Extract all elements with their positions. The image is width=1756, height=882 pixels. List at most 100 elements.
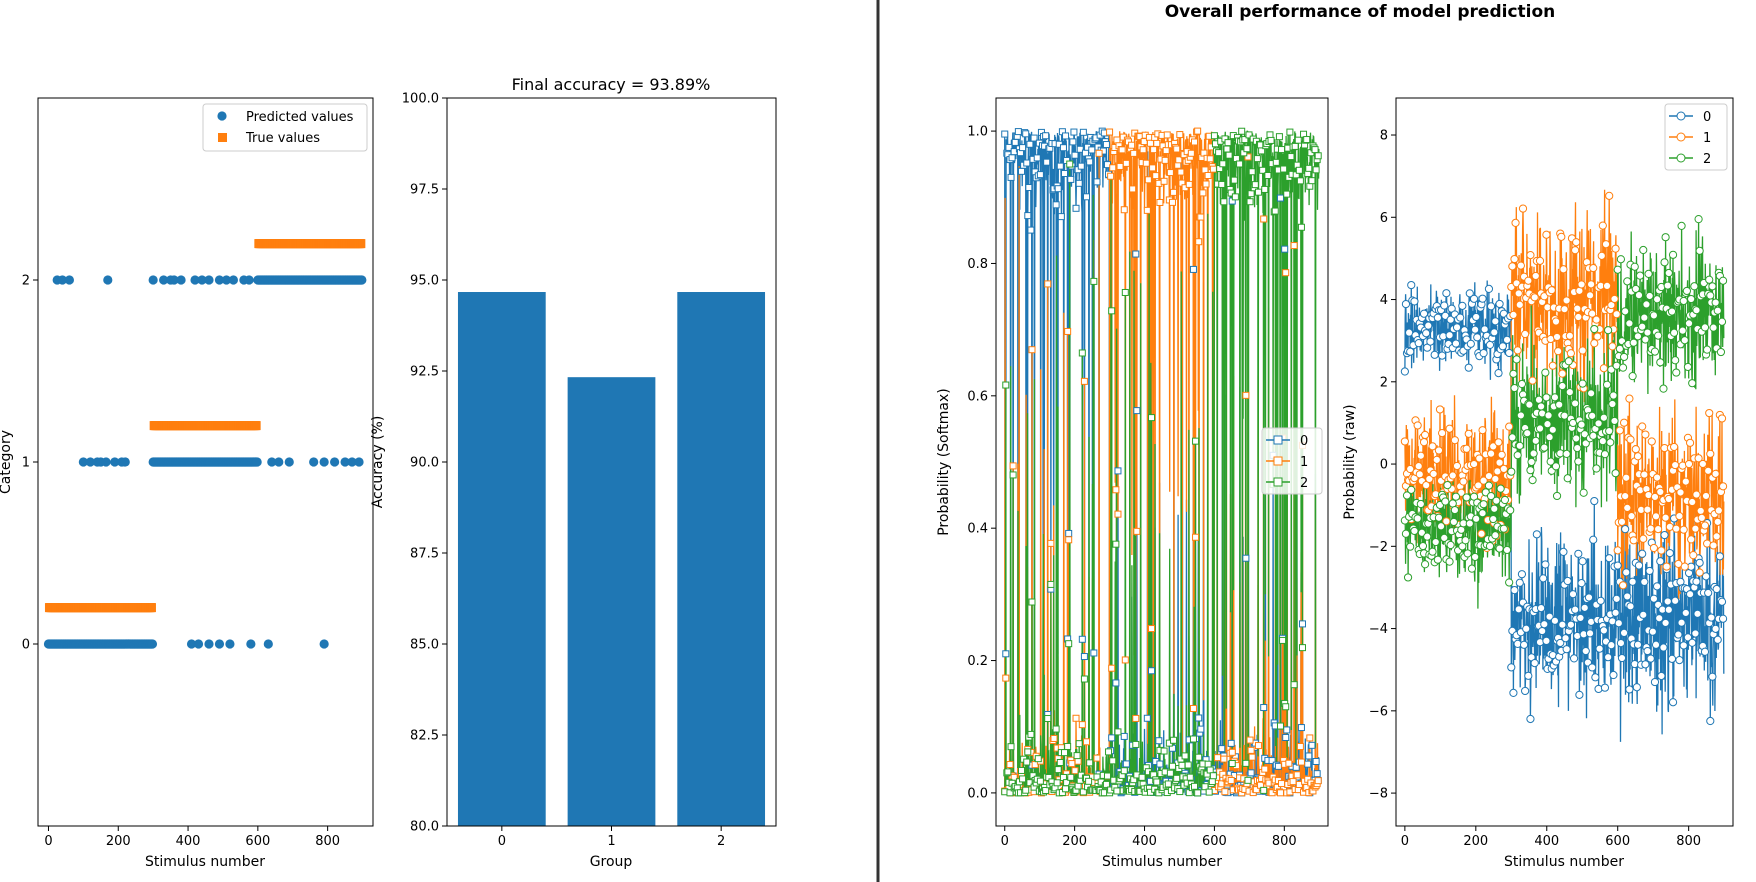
softmax-point-1 [1175,156,1183,164]
raw-point-2 [1565,388,1574,397]
raw-point-0 [1701,572,1711,581]
y-tick-label: 0 [22,638,30,653]
legend-label-predicted: Predicted values [246,110,354,125]
raw-point-2 [1615,344,1624,353]
legend-marker-1 [1273,456,1283,466]
softmax-point-0 [1005,143,1013,151]
x-tick-label: 2 [717,834,725,849]
raw-point-1 [1676,488,1685,497]
raw-point-2 [1495,544,1504,553]
raw-point-1 [1698,459,1707,469]
softmax-point-2 [1024,748,1032,756]
x-tick-label: 200 [1463,834,1488,849]
predicted-value-point [110,457,120,467]
y-tick-label: 92.5 [410,365,439,380]
raw-point-2 [1706,291,1715,300]
raw-point-2 [1500,495,1510,505]
predicted-value-point [252,457,262,467]
y-tick-label: −2 [1369,540,1388,555]
raw-point-0 [1614,619,1623,628]
softmax-point-2 [1228,760,1236,768]
predicted-value-point [244,275,254,285]
raw-point-2 [1577,420,1586,429]
softmax-point-1 [1006,761,1014,769]
raw-point-1 [1515,300,1524,309]
softmax-point-2 [1312,166,1320,174]
softmax-point-2 [1184,761,1192,769]
softmax-point-0 [1242,554,1250,562]
softmax-point-1 [1228,748,1236,756]
softmax-point-1 [1261,765,1269,773]
y-tick-label: 2 [1380,375,1388,390]
y-axis-label: Probability (raw) [1342,404,1358,519]
raw-point-2 [1579,488,1588,497]
softmax-point-0 [1042,132,1050,140]
softmax-point-2 [1264,172,1272,180]
predicted-value-point [176,275,186,285]
softmax-point-1 [1260,215,1268,223]
raw-point-2 [1684,319,1694,328]
softmax-point-1 [1166,169,1174,177]
raw-point-0 [1641,660,1650,669]
y-tick-label: 1 [22,456,30,471]
raw-point-0 [1502,335,1512,344]
raw-point-0 [1634,561,1644,570]
raw-point-2 [1594,419,1603,428]
raw-point-1 [1705,408,1714,418]
softmax-point-2 [1066,160,1074,168]
x-tick-label: 600 [1605,834,1630,849]
raw-point-2 [1644,269,1653,278]
raw-point-2 [1613,265,1622,274]
softmax-point-1 [1185,180,1193,188]
softmax-point-2 [1063,779,1071,787]
softmax-point-1 [1293,771,1301,779]
raw-point-1 [1551,317,1561,326]
raw-point-1 [1633,452,1643,461]
softmax-point-0 [1036,171,1044,179]
softmax-point-1 [1177,168,1185,176]
raw-point-0 [1478,294,1487,303]
softmax-point-0 [1023,159,1031,167]
raw-point-2 [1618,363,1628,372]
softmax-point-0 [1148,667,1156,675]
raw-point-2 [1560,411,1569,420]
softmax-point-2 [1164,780,1172,788]
raw-point-0 [1717,597,1727,606]
raw-point-2 [1708,282,1717,291]
predicted-value-point [225,639,235,649]
softmax-point-1 [1156,198,1164,206]
softmax-point-2 [1173,774,1181,782]
raw-point-0 [1471,325,1480,334]
softmax-point-0 [1281,245,1289,253]
raw-point-2 [1600,450,1610,459]
raw-point-1 [1709,541,1718,550]
raw-point-0 [1569,654,1579,663]
softmax-point-1 [1289,778,1297,786]
softmax-point-2 [1078,349,1086,357]
softmax-point-1 [1112,486,1120,494]
y-tick-label: 95.0 [410,274,439,289]
softmax-point-1 [1116,162,1124,170]
softmax-point-0 [1108,734,1116,742]
raw-point-2 [1536,402,1546,411]
y-tick-label: 80.0 [410,820,439,835]
raw-point-1 [1687,535,1696,544]
softmax-point-1 [1242,391,1250,399]
softmax-point-0 [1112,679,1120,687]
raw-point-1 [1611,244,1620,253]
raw-point-0 [1406,347,1415,356]
raw-point-0 [1558,620,1567,629]
raw-point-0 [1542,636,1551,645]
softmax-point-1 [1285,759,1293,767]
raw-point-0 [1667,654,1677,663]
softmax-point-2 [1194,789,1202,797]
raw-point-2 [1527,457,1536,467]
raw-point-1 [1671,460,1680,470]
softmax-point-2 [1086,759,1094,767]
softmax-point-2 [1220,198,1228,206]
raw-point-1 [1422,481,1431,490]
softmax-point-2 [1260,786,1268,794]
raw-point-1 [1462,444,1471,453]
softmax-point-2 [1210,132,1218,140]
softmax-point-2 [1067,773,1075,781]
